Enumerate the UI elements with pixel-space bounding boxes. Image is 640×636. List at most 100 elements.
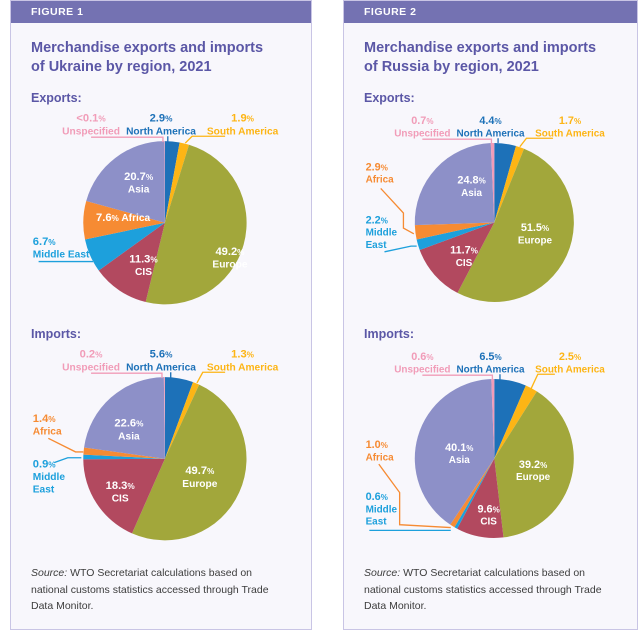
label-africa: 7.6% Africa <box>96 212 151 224</box>
slice-south_america <box>164 142 190 223</box>
figure-1-panel: FIGURE 1 Merchandise exports and imports… <box>10 0 312 630</box>
figure-1-title: Merchandise exports and imports of Ukrai… <box>31 39 297 77</box>
russia-exports-pie-chart: 4.4% North America 1.7% South America 51.5% E… <box>358 107 623 319</box>
leader-line-unspecified <box>91 372 163 379</box>
leader-line-unspecified <box>91 136 164 143</box>
slice-unspecified <box>164 141 165 223</box>
slice-cis <box>457 458 504 539</box>
slice-south_america <box>494 146 525 223</box>
figure-2-imports-heading: Imports: <box>364 327 414 342</box>
label-africa: 2.9% Africa <box>366 162 395 186</box>
leader-line-africa <box>378 464 451 529</box>
leader-line-unspecified <box>422 138 493 145</box>
label-europe: 51.5% Europe <box>518 222 553 246</box>
label-asia: 24.8% Asia <box>457 175 485 199</box>
leader-line-unspecified <box>422 374 494 381</box>
label-cis: 9.6% CIS <box>477 504 499 528</box>
slice-unspecified <box>491 379 495 459</box>
label-north_america: 2.9% North America <box>126 113 196 138</box>
slice-south_america <box>494 385 537 459</box>
slice-africa <box>83 201 165 240</box>
label-north_america: 5.6% North America <box>126 349 196 374</box>
figure-1-imports-heading: Imports: <box>31 327 81 342</box>
label-asia: 40.1% Asia <box>445 442 473 466</box>
slice-cis <box>419 222 495 294</box>
slice-middle_east <box>85 222 165 271</box>
figure-2-title-line1: Merchandise exports and imports <box>364 40 597 56</box>
ukraine-imports-pie-chart: 5.6% North America 1.3% South America 49.7% E… <box>25 343 297 555</box>
slice-north_america <box>494 143 517 223</box>
figure-2-tag: FIGURE 2 <box>344 1 637 23</box>
slice-africa <box>414 222 495 240</box>
russia-exports-svg: 4.4% North America 1.7% South America 51.5% E… <box>366 115 605 303</box>
label-unspecified: 0.6% Unspecified <box>394 351 450 375</box>
slice-europe <box>494 391 574 538</box>
label-north_america: 4.4% North America <box>457 115 525 139</box>
slice-europe <box>132 384 247 541</box>
label-middle_east: 6.7% Middle East <box>33 236 90 261</box>
slice-north_america <box>164 141 180 223</box>
figure-1-body: Merchandise exports and imports of Ukrai… <box>11 23 311 624</box>
figure-1-source-label: Source: <box>31 567 68 580</box>
label-south_america: 1.9% South America <box>207 113 279 138</box>
slice-europe <box>457 148 574 303</box>
slice-unspecified <box>490 143 495 223</box>
label-africa: 1.4% Africa <box>33 413 62 438</box>
ukraine-exports-svg: 2.9% North America 1.9% South America 49.2% E… <box>33 113 279 305</box>
label-europe: 39.2% Europe <box>516 459 551 483</box>
label-cis: 11.7% CIS <box>450 245 478 269</box>
figure-2-source: Source: WTO Secretariat calculations bas… <box>364 565 623 614</box>
slice-middle_east <box>454 458 495 529</box>
label-cis: 18.3% CIS <box>106 480 136 505</box>
figure-1-source: Source: WTO Secretariat calculations bas… <box>31 565 297 614</box>
label-unspecified: 0.7% Unspecified <box>394 115 450 139</box>
figure-1-title-line1: Merchandise exports and imports <box>31 40 264 56</box>
figure-1-exports-heading: Exports: <box>31 91 82 106</box>
slice-middle_east <box>83 454 165 460</box>
figure-1-tag-label: FIGURE 1 <box>31 6 84 18</box>
slice-asia <box>414 143 495 226</box>
figure-2-source-label: Source: <box>364 567 401 580</box>
label-europe: 49.7% Europe <box>182 466 217 491</box>
label-middle_east: 2.2% Middle East <box>366 215 398 252</box>
label-cis: 11.3% CIS <box>129 254 158 279</box>
figure-2-panel: FIGURE 2 Merchandise exports and imports… <box>343 0 638 630</box>
label-asia: 20.7% Asia <box>124 171 154 196</box>
russia-imports-svg: 6.5% North America 2.5% South America 39.2% E… <box>366 351 605 539</box>
label-south_america: 1.7% South America <box>535 115 605 139</box>
slice-unspecified <box>163 377 165 459</box>
leader-line-south_america <box>519 137 553 148</box>
leader-line-africa <box>380 188 415 235</box>
label-europe: 49.2% Europe <box>212 246 247 271</box>
label-south_america: 1.3% South America <box>207 349 279 374</box>
label-north_america: 6.5% North America <box>457 351 525 375</box>
ukraine-exports-pie-chart: 2.9% North America 1.9% South America 49.2% E… <box>25 107 297 319</box>
slice-cis <box>83 458 165 534</box>
slice-asia <box>86 141 165 223</box>
slice-europe <box>145 145 247 305</box>
slice-north_america <box>494 379 526 459</box>
figure-2-source-text: WTO Secretariat calculations based on na… <box>364 567 602 612</box>
label-middle_east: 0.9% Middle East <box>33 459 66 496</box>
leader-line-middle_east <box>53 457 82 464</box>
figure-1-title-line2: of Ukraine by region, 2021 <box>31 59 212 76</box>
figure-2-exports-heading: Exports: <box>364 91 415 106</box>
slice-south_america <box>164 382 200 459</box>
russia-imports-pie-chart: 6.5% North America 2.5% South America 39.2% E… <box>358 343 623 555</box>
figure-2-tag-label: FIGURE 2 <box>364 6 417 18</box>
label-unspecified: <0.1% Unspecified <box>62 113 120 138</box>
label-africa: 1.0% Africa <box>366 439 395 463</box>
leader-line-south_america <box>530 373 555 389</box>
slice-africa <box>83 447 165 459</box>
leader-line-middle_east <box>384 245 417 253</box>
label-asia: 22.6% Asia <box>114 418 144 443</box>
slice-asia <box>84 377 165 459</box>
leader-line-south_america <box>196 371 226 384</box>
slice-north_america <box>164 377 194 459</box>
label-unspecified: 0.2% Unspecified <box>62 349 120 374</box>
leader-line-africa <box>48 437 84 453</box>
figure-1-source-text: WTO Secretariat calculations based on na… <box>31 567 269 612</box>
figure-1-tag: FIGURE 1 <box>11 1 311 23</box>
figure-2-title-line2: of Russia by region, 2021 <box>364 59 539 76</box>
